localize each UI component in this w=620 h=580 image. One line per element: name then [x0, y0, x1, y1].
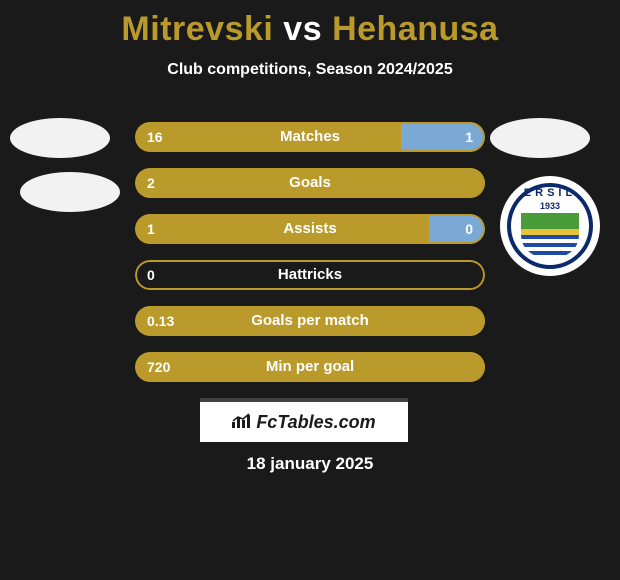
club-logo: ERSIL 1933: [500, 176, 600, 276]
stat-value-left: 0.13: [147, 306, 174, 336]
stat-value-left: 2: [147, 168, 155, 198]
stat-row: Min per goal720: [135, 352, 485, 382]
stat-value-right: 1: [465, 122, 473, 152]
stat-value-right: 0: [465, 214, 473, 244]
stat-value-left: 16: [147, 122, 163, 152]
avatar-placeholder: [490, 118, 590, 158]
date-text: 18 january 2025: [0, 454, 620, 474]
stat-row: Goals2: [135, 168, 485, 198]
stat-row: Goals per match0.13: [135, 306, 485, 336]
badge-field: [521, 213, 579, 229]
brand-label: FcTables.com: [256, 412, 375, 433]
player2-name: Hehanusa: [332, 10, 499, 48]
stats-panel: Matches161Goals2Assists10Hattricks0Goals…: [135, 122, 485, 398]
stat-row: Assists1 0: [135, 214, 485, 244]
stat-label: Goals per match: [135, 306, 485, 336]
badge-arch-text: ERSIL: [524, 187, 576, 199]
stat-row: Hattricks0: [135, 260, 485, 290]
stat-label: Goals: [135, 168, 485, 198]
stat-label: Hattricks: [135, 260, 485, 290]
stat-value-left: 1: [147, 214, 155, 244]
stat-value-left: 720: [147, 352, 170, 382]
brand-text: FcTables.com: [232, 412, 375, 433]
stat-row: Matches16 1: [135, 122, 485, 152]
content-root: Mitrevski vs Hehanusa Club competitions,…: [0, 0, 620, 580]
vs-text: vs: [283, 10, 322, 48]
brand-box: FcTables.com: [200, 398, 408, 442]
persib-badge: ERSIL 1933: [507, 183, 593, 269]
player1-name: Mitrevski: [121, 10, 273, 48]
stat-value-left: 0: [147, 260, 155, 290]
avatar-placeholder: [20, 172, 120, 212]
stat-label: Assists: [135, 214, 485, 244]
stat-label: Min per goal: [135, 352, 485, 382]
stat-label: Matches: [135, 122, 485, 152]
subtitle: Club competitions, Season 2024/2025: [0, 61, 620, 79]
avatar-placeholder: [10, 118, 110, 158]
chart-icon: [232, 412, 252, 433]
page-title: Mitrevski vs Hehanusa: [0, 0, 620, 49]
badge-year: 1933: [540, 201, 560, 211]
